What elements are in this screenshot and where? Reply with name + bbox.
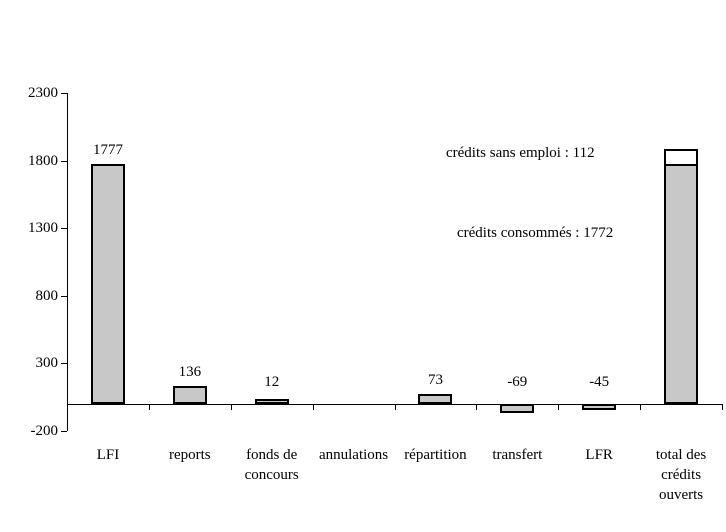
x-tick [476, 403, 478, 410]
bar-transfert [500, 403, 535, 414]
y-tick [61, 295, 67, 297]
x-tick [722, 403, 723, 410]
x-category-label: LFI [96, 447, 120, 463]
x-category-label: ouverts [658, 487, 704, 503]
bar-segment-credits-sans-emploi [664, 149, 699, 167]
y-axis [67, 93, 68, 431]
y-tick [61, 228, 67, 230]
x-tick [394, 403, 396, 410]
y-tick [61, 93, 67, 94]
y-tick-label: -200 [30, 423, 59, 439]
x-category-label: concours [244, 467, 299, 483]
x-category-label: transfert [492, 447, 543, 463]
bar-value-label: 12 [264, 373, 280, 390]
x-tick [312, 403, 314, 410]
annotation-credits-sans-emploi: crédits sans emploi : 112 [446, 145, 595, 161]
y-tick [61, 160, 67, 162]
bar-lfr [582, 403, 617, 411]
x-category-label: fonds de [246, 447, 298, 463]
bar-value-label: 1777 [92, 141, 123, 158]
x-category-label: total des [655, 447, 707, 463]
x-category-label: répartition [404, 447, 467, 463]
bar-segment-credits-consommes [664, 164, 699, 404]
y-tick-label: 2300 [28, 85, 58, 101]
bar-value-label: 73 [427, 372, 443, 389]
x-tick [230, 403, 232, 410]
x-category-label: reports [168, 447, 211, 463]
x-tick [148, 403, 150, 410]
bar-value-label: 136 [178, 363, 202, 380]
bar-value-label: -69 [507, 373, 528, 390]
bar-value-label: -45 [589, 373, 610, 390]
bar-repartition [418, 394, 453, 404]
y-tick [61, 363, 67, 365]
bar-fonds-de-concours [254, 398, 289, 404]
x-category-label: annulations [318, 447, 389, 463]
bar-lfi [90, 163, 125, 404]
x-category-label: LFR [585, 447, 613, 463]
x-category-label: crédits [661, 467, 702, 483]
y-tick-label: 1800 [28, 152, 58, 169]
y-tick-label: 300 [35, 355, 59, 372]
annotation-credits-consommes: crédits consommés : 1772 [457, 225, 614, 241]
x-tick [558, 403, 560, 410]
y-tick-label: 800 [35, 287, 59, 304]
y-tick-label: 1300 [28, 220, 58, 237]
bar-reports [172, 385, 207, 404]
y-tick [61, 431, 67, 432]
x-tick [640, 403, 642, 410]
